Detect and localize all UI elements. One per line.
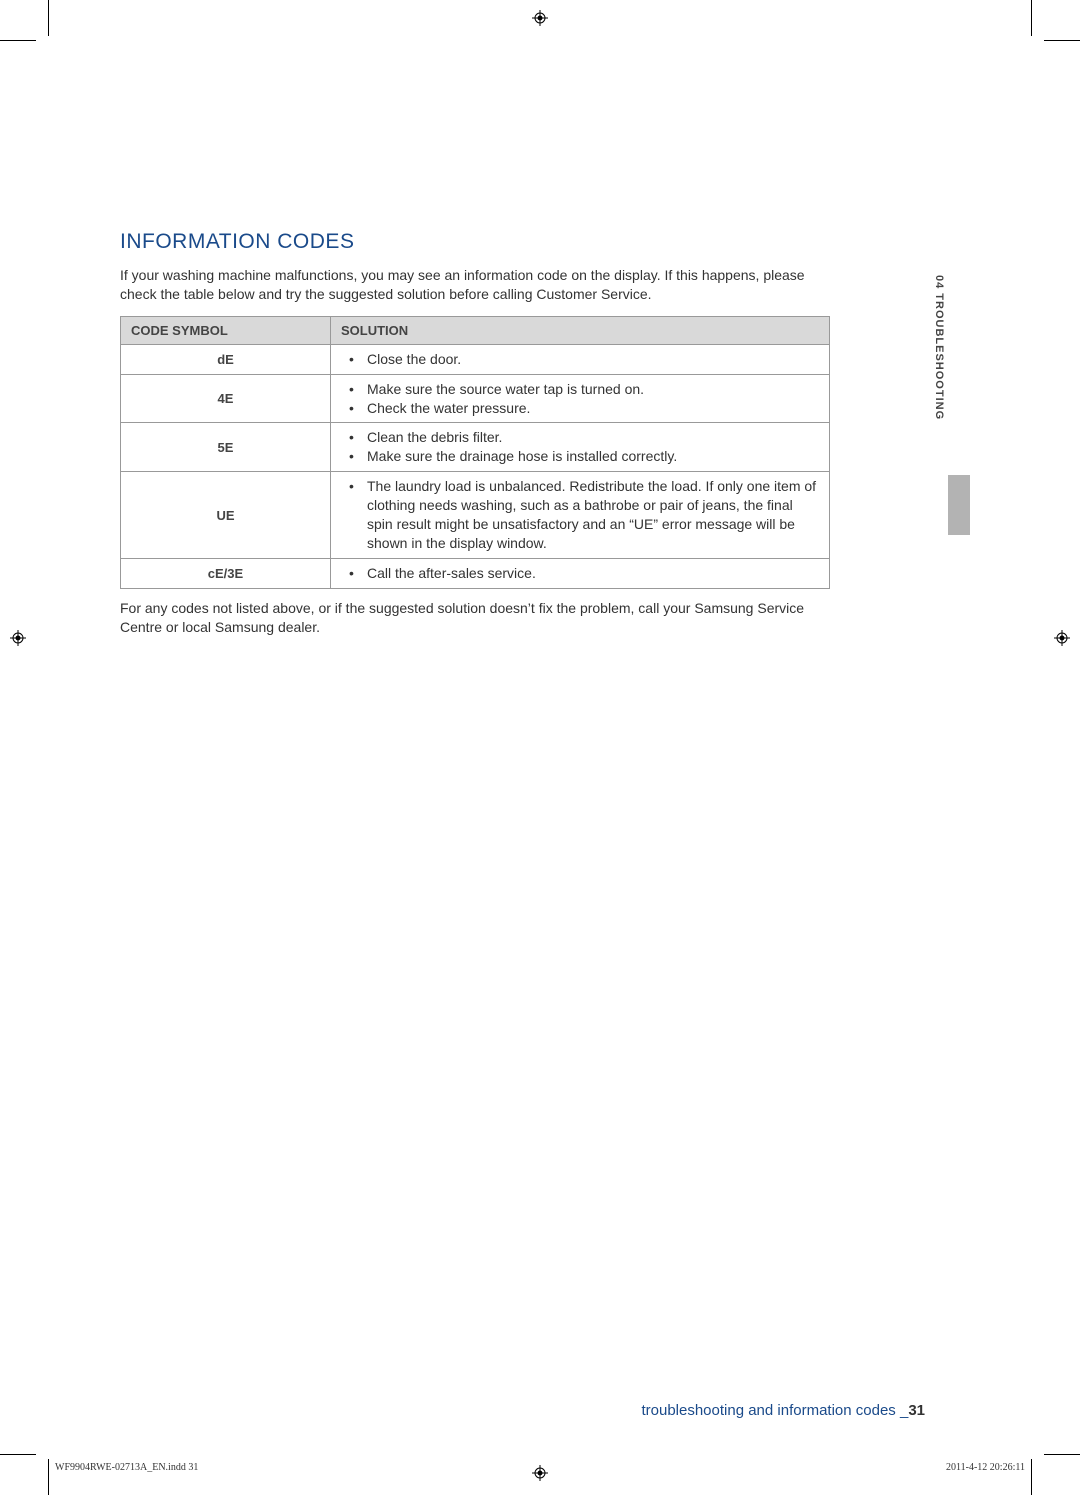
table-row: 4E Make sure the source water tap is tur… <box>121 374 830 423</box>
footer-section-title: troubleshooting and information codes _3… <box>641 1402 925 1419</box>
table-header-row: CODE SYMBOL SOLUTION <box>121 316 830 344</box>
solution-item: Close the door. <box>349 350 819 369</box>
footer-timestamp: 2011-4-12 20:26:11 <box>946 1462 1025 1473</box>
code-cell: dE <box>121 344 331 374</box>
header-solution: SOLUTION <box>331 316 830 344</box>
section-tab-marker <box>948 475 970 535</box>
crop-mark <box>1031 0 1032 36</box>
footer-section-text: troubleshooting and information codes _ <box>641 1402 908 1419</box>
section-tab-label: 04 TROUBLESHOOTING <box>933 275 945 420</box>
outro-paragraph: For any codes not listed above, or if th… <box>120 599 830 637</box>
table-row: cE/3E Call the after-sales service. <box>121 558 830 588</box>
solution-cell: Clean the debris filter. Make sure the d… <box>331 423 830 472</box>
crop-mark <box>1044 1454 1080 1455</box>
page-number: 31 <box>908 1402 925 1419</box>
code-cell: 5E <box>121 423 331 472</box>
solution-item: Call the after-sales service. <box>349 564 819 583</box>
information-codes-table: CODE SYMBOL SOLUTION dE Close the door. … <box>120 316 830 589</box>
registration-mark-icon <box>10 630 26 646</box>
main-content: INFORMATION CODES If your washing machin… <box>120 230 830 636</box>
registration-mark-icon <box>1054 630 1070 646</box>
code-cell: cE/3E <box>121 558 331 588</box>
section-heading: INFORMATION CODES <box>120 230 830 254</box>
crop-mark <box>0 40 36 41</box>
header-code-symbol: CODE SYMBOL <box>121 316 331 344</box>
solution-cell: Close the door. <box>331 344 830 374</box>
crop-mark <box>1044 40 1080 41</box>
code-cell: UE <box>121 472 331 559</box>
solution-item: The laundry load is unbalanced. Redistri… <box>349 477 819 553</box>
code-cell: 4E <box>121 374 331 423</box>
solution-item: Make sure the drainage hose is installed… <box>349 447 819 466</box>
table-row: 5E Clean the debris filter. Make sure th… <box>121 423 830 472</box>
solution-cell: Make sure the source water tap is turned… <box>331 374 830 423</box>
registration-mark-icon <box>532 10 548 26</box>
crop-mark <box>0 1454 36 1455</box>
footer-filename: WF9904RWE-02713A_EN.indd 31 <box>55 1462 198 1473</box>
crop-mark <box>48 1459 49 1495</box>
solution-item: Clean the debris filter. <box>349 428 819 447</box>
crop-mark <box>1031 1459 1032 1495</box>
table-row: dE Close the door. <box>121 344 830 374</box>
solution-cell: The laundry load is unbalanced. Redistri… <box>331 472 830 559</box>
crop-mark <box>48 0 49 36</box>
table-row: UE The laundry load is unbalanced. Redis… <box>121 472 830 559</box>
intro-paragraph: If your washing machine malfunctions, yo… <box>120 266 830 304</box>
solution-item: Make sure the source water tap is turned… <box>349 380 819 399</box>
registration-mark-icon <box>532 1465 548 1481</box>
solution-cell: Call the after-sales service. <box>331 558 830 588</box>
solution-item: Check the water pressure. <box>349 399 819 418</box>
